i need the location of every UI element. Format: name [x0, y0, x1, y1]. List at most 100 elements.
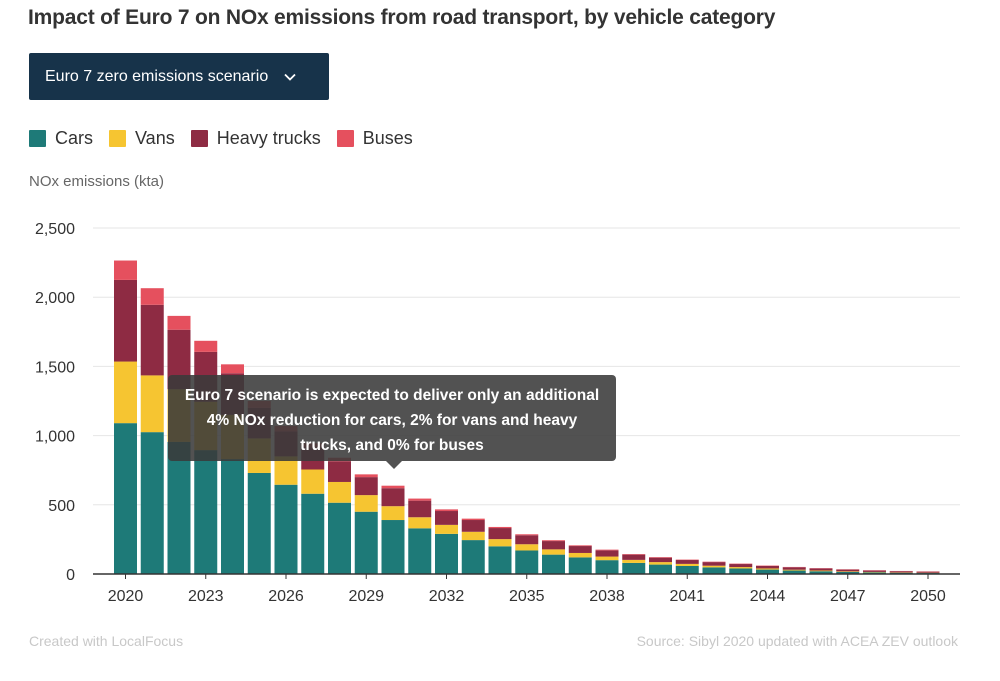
bar-heavy-trucks-2038	[595, 550, 619, 557]
bar-buses-2033	[461, 518, 485, 521]
legend-swatch-buses	[336, 130, 354, 147]
bar-cars-2046	[809, 571, 833, 574]
bar-vans-2033	[461, 531, 485, 541]
legend-item-vans[interactable]: Vans	[109, 128, 175, 149]
bar-heavy-trucks-2040	[649, 557, 672, 563]
legend-item-buses[interactable]: Buses	[336, 128, 413, 149]
bar-cars-2028	[328, 502, 351, 574]
bar-heavy-trucks-2047	[836, 569, 860, 572]
bar-vans-2021	[140, 375, 164, 433]
bar-vans-2037	[568, 552, 592, 558]
bar-vans-2034	[488, 539, 512, 547]
legend-label-cars: Cars	[55, 128, 94, 148]
bar-vans-2036	[542, 549, 565, 555]
bar-cars-2020	[114, 423, 137, 574]
bar-heavy-trucks-2046	[809, 568, 833, 571]
bar-vans-2026	[274, 456, 298, 485]
bar-vans-2040	[649, 562, 672, 565]
bar-cars-2027	[301, 493, 325, 574]
bar-cars-2044	[756, 569, 779, 574]
bar-heavy-trucks-2033	[461, 520, 485, 532]
bar-buses-2036	[542, 540, 565, 542]
bar-buses-2040	[649, 557, 672, 558]
tooltip-arrow	[386, 461, 402, 469]
bar-vans-2046	[809, 570, 833, 572]
bar-vans-2045	[782, 569, 806, 571]
legend-swatch-vans	[109, 130, 127, 147]
bar-vans-2030	[381, 506, 405, 521]
bar-heavy-trucks-2041	[675, 560, 699, 564]
bar-cars-2029	[354, 511, 378, 574]
bar-vans-2038	[595, 556, 619, 561]
bar-cars-2043	[729, 568, 753, 574]
bar-cars-2042	[702, 567, 726, 574]
bar-vans-2043	[729, 567, 753, 569]
legend-label-heavy-trucks: Heavy trucks	[216, 128, 321, 148]
source-note: Source: Sibyl 2020 updated with ACEA ZEV…	[636, 633, 958, 649]
y-tick-label: 0	[66, 567, 75, 584]
x-tick-label: 2047	[830, 588, 866, 605]
bar-cars-2037	[568, 557, 592, 574]
bar-vans-2042	[702, 565, 726, 568]
bar-cars-2045	[782, 570, 806, 574]
bar-heavy-trucks-2034	[488, 528, 512, 540]
bar-vans-2047	[836, 571, 860, 572]
bar-vans-2020	[114, 361, 137, 424]
bar-heavy-trucks-2039	[622, 554, 646, 560]
legend-item-heavy-trucks[interactable]: Heavy trucks	[190, 128, 321, 149]
x-tick-label: 2023	[188, 588, 224, 605]
bar-cars-2041	[675, 565, 699, 574]
bar-buses-2032	[435, 509, 458, 512]
y-tick-label: 1,000	[35, 429, 75, 446]
bar-cars-2039	[622, 562, 646, 574]
bar-buses-2031	[408, 498, 432, 501]
bar-buses-2034	[488, 526, 512, 529]
bar-heavy-trucks-2032	[435, 511, 458, 525]
bar-cars-2036	[542, 554, 565, 574]
y-tick-label: 500	[48, 498, 75, 515]
bar-heavy-trucks-2037	[568, 546, 592, 553]
bar-buses-2021	[140, 288, 164, 305]
bar-heavy-trucks-2050	[916, 571, 940, 573]
bar-buses-2023	[194, 340, 218, 352]
bar-heavy-trucks-2031	[408, 500, 432, 518]
bar-buses-2020	[114, 260, 137, 280]
bar-heavy-trucks-2022	[167, 329, 191, 390]
bar-cars-2023	[194, 450, 218, 574]
x-tick-label: 2029	[348, 588, 384, 605]
bar-buses-2030	[381, 485, 405, 489]
scenario-dropdown[interactable]: Euro 7 zero emissions scenario	[29, 53, 329, 100]
x-tick-label: 2038	[589, 588, 625, 605]
x-tick-label: 2032	[429, 588, 465, 605]
bar-heavy-trucks-2035	[515, 535, 539, 545]
bar-heavy-trucks-2021	[140, 304, 164, 376]
created-with-credit[interactable]: Created with LocalFocus	[29, 633, 184, 649]
x-tick-label: 2050	[910, 588, 946, 605]
x-tick-label: 2035	[509, 588, 545, 605]
bar-heavy-trucks-2044	[756, 565, 779, 569]
bar-vans-2044	[756, 568, 779, 570]
y-axis-label: NOx emissions (kta)	[29, 173, 165, 190]
bar-heavy-trucks-2036	[542, 541, 565, 550]
bar-cars-2047	[836, 571, 860, 574]
bar-vans-2035	[515, 544, 539, 551]
bar-buses-2022	[167, 315, 191, 330]
legend-swatch-cars	[29, 130, 46, 147]
bar-cars-2022	[167, 441, 191, 574]
x-tick-label: 2020	[108, 588, 144, 605]
bar-cars-2040	[649, 564, 672, 574]
x-tick-label: 2044	[750, 588, 786, 605]
scenario-dropdown-label: Euro 7 zero emissions scenario	[45, 67, 269, 85]
bar-cars-2032	[435, 533, 458, 574]
bar-cars-2026	[274, 484, 298, 574]
bar-cars-2024	[221, 459, 244, 574]
chart-legend: Cars Vans Heavy trucks Buses	[29, 128, 429, 149]
legend-item-cars[interactable]: Cars	[29, 128, 93, 149]
bar-cars-2034	[488, 546, 512, 574]
bar-cars-2030	[381, 520, 405, 574]
y-tick-label: 2,000	[35, 290, 75, 307]
bar-cars-2033	[461, 540, 485, 574]
bar-vans-2032	[435, 524, 458, 534]
bar-heavy-trucks-2030	[381, 488, 405, 507]
